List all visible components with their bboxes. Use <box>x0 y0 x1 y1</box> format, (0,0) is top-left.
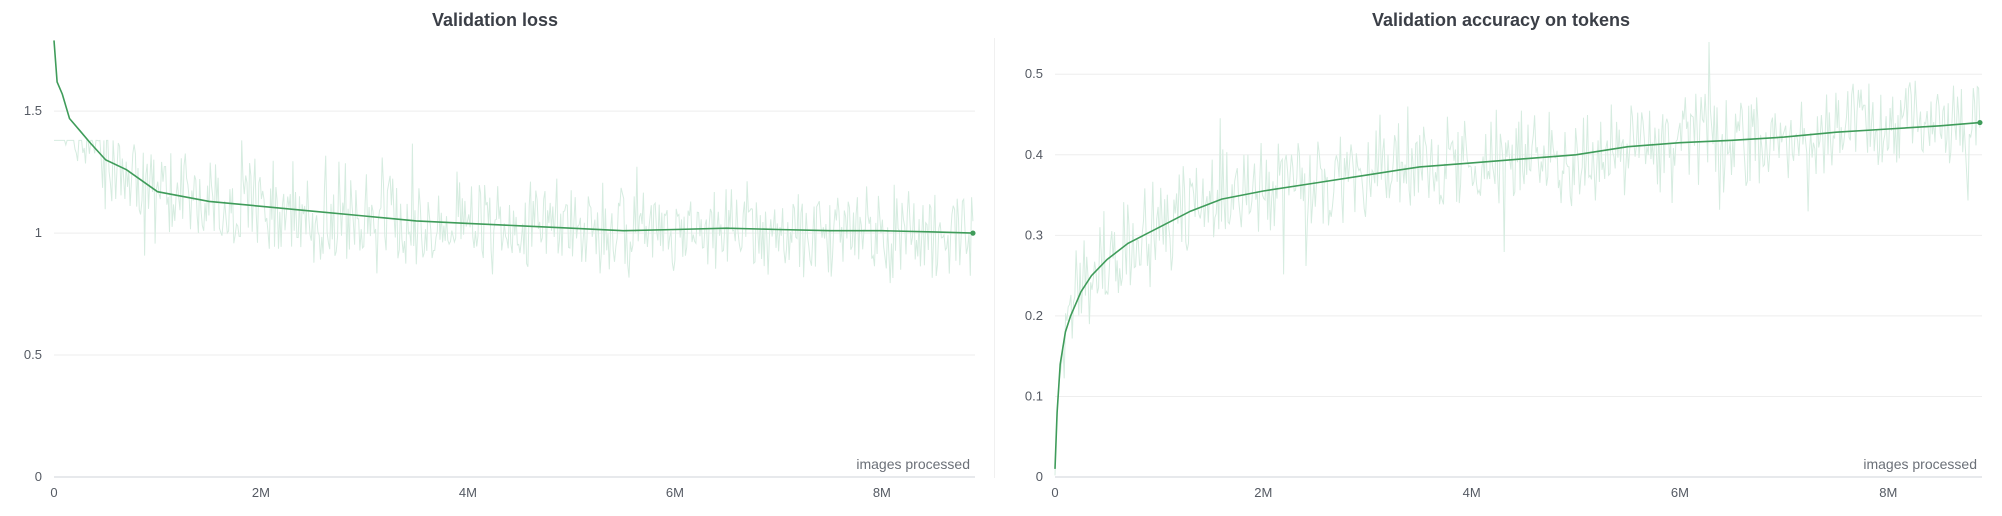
x-tick-label: 6M <box>666 485 684 500</box>
x-tick-label: 6M <box>1671 485 1689 500</box>
y-tick-label: 0 <box>35 469 42 484</box>
validation-accuracy-panel: Validation accuracy on tokens 0 0.1 0.2 0.3… <box>1000 0 2002 516</box>
series-end-point <box>1977 119 1983 126</box>
validation-loss-panel: Validation loss 0 0.5 1 1.5 0 2M 4M 6M 8M images … <box>0 0 990 516</box>
y-tick-label: 0.5 <box>24 347 42 362</box>
y-tick-label: 0.1 <box>1025 388 1043 403</box>
validation-loss-chart[interactable]: 0 0.5 1 1.5 0 2M 4M 6M 8M images processed <box>0 0 990 516</box>
y-tick-label: 0 <box>1036 469 1043 484</box>
x-axis-label: images processed <box>856 456 970 472</box>
panel-divider <box>994 38 995 478</box>
series-end-point <box>970 230 976 236</box>
x-tick-label: 4M <box>1463 485 1481 500</box>
y-tick-label: 0.3 <box>1025 227 1043 242</box>
x-tick-label: 4M <box>459 485 477 500</box>
smoothed-series-line <box>53 40 973 234</box>
chart-title: Validation accuracy on tokens <box>1371 10 1631 30</box>
y-tick-label: 1 <box>35 225 42 240</box>
x-tick-label: 8M <box>1879 485 1897 500</box>
x-tick-label: 0 <box>50 485 57 500</box>
x-tick-label: 8M <box>873 485 891 500</box>
x-tick-label: 0 <box>1051 485 1058 500</box>
x-tick-label: 2M <box>252 485 270 500</box>
x-axis-label: images processed <box>1863 456 1977 472</box>
raw-series-line <box>1054 41 1981 476</box>
raw-series-line <box>54 139 974 284</box>
validation-accuracy-chart[interactable]: 0 0.1 0.2 0.3 0.4 0.5 0 2M 4M 6M 8M images processe… <box>1000 0 2002 516</box>
y-tick-label: 0.4 <box>1025 147 1043 162</box>
y-tick-label: 0.2 <box>1025 308 1043 323</box>
chart-title: Validation loss <box>431 10 559 30</box>
x-tick-label: 2M <box>1254 485 1272 500</box>
y-tick-label: 0.5 <box>1025 66 1043 81</box>
smoothed-series-line <box>1054 121 1980 469</box>
y-tick-label: 1.5 <box>24 103 42 118</box>
